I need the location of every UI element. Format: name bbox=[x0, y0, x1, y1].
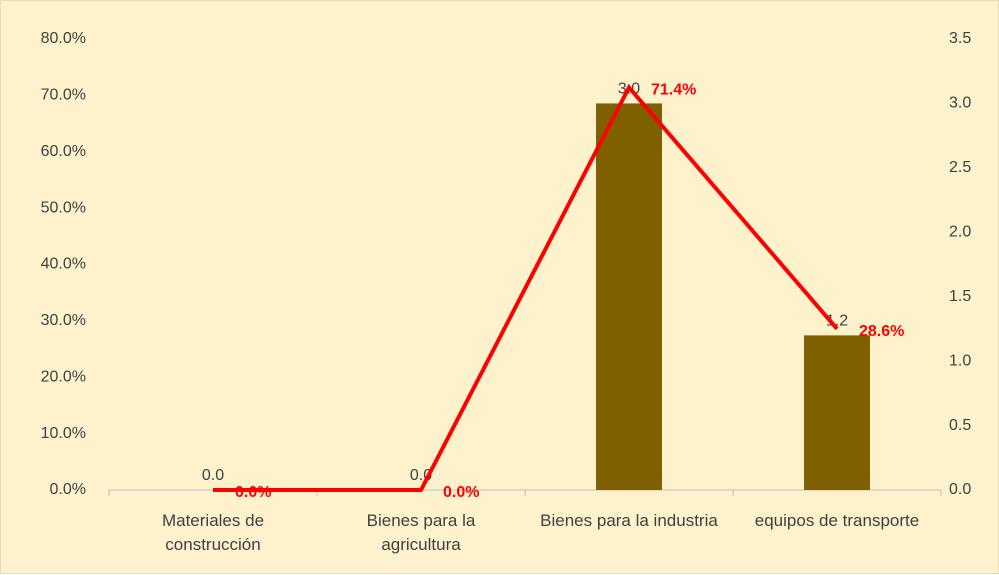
y2-tick-label: 3.5 bbox=[949, 30, 971, 47]
x-tick-label: Bienes para la industria bbox=[540, 511, 718, 530]
y-tick-label: 10.0% bbox=[41, 425, 86, 442]
y-tick-label: 40.0% bbox=[41, 256, 86, 273]
x-tick-label: equipos de transporte bbox=[754, 511, 920, 530]
y2-tick-label: 0.5 bbox=[949, 417, 971, 434]
line-value-label: 0.0% bbox=[235, 484, 271, 501]
y-tick-label: 70.0% bbox=[41, 87, 86, 104]
line-value-label: 28.6% bbox=[859, 323, 904, 340]
y2-tick-label: 0.0 bbox=[949, 481, 971, 498]
bar bbox=[804, 335, 870, 490]
y2-tick-label: 1.5 bbox=[949, 288, 971, 305]
bar bbox=[596, 103, 662, 490]
x-tick-label: Bienes para la agricultura bbox=[366, 511, 476, 554]
y2-tick-label: 1.0 bbox=[949, 352, 971, 369]
y-tick-label: 0.0% bbox=[50, 481, 86, 498]
y2-tick-label: 2.0 bbox=[949, 224, 971, 241]
bar-value-label: 0.0 bbox=[202, 467, 224, 484]
y2-tick-label: 3.0 bbox=[949, 95, 971, 112]
y2-tick-label: 2.5 bbox=[949, 159, 971, 176]
y-tick-label: 20.0% bbox=[41, 368, 86, 385]
line-value-label: 71.4% bbox=[651, 82, 696, 99]
y-tick-label: 50.0% bbox=[41, 199, 86, 216]
line bbox=[213, 83, 839, 492]
y-tick-label: 60.0% bbox=[41, 143, 86, 160]
line-value-label: 0.0% bbox=[443, 484, 479, 501]
y-tick-label: 80.0% bbox=[41, 30, 86, 47]
y-tick-label: 30.0% bbox=[41, 312, 86, 329]
x-tick-label: Materiales de construcción bbox=[161, 511, 265, 554]
